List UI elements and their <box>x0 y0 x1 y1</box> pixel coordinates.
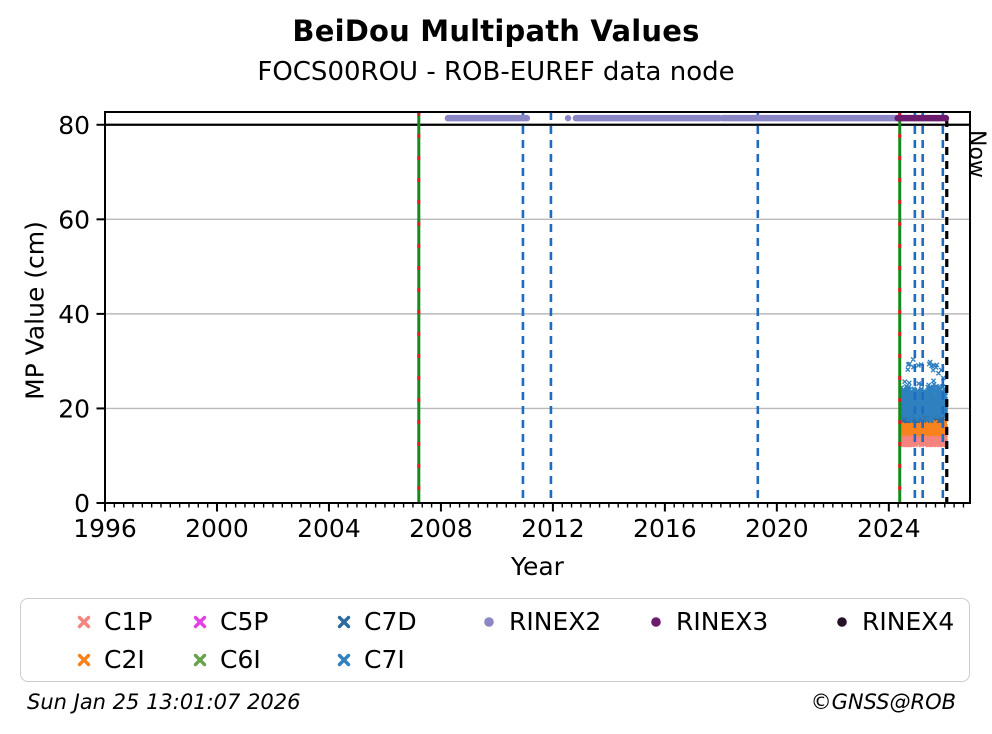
plot-area: Now 1996 2000 2004 2008 2012 2016 2020 2024 0 20 40… <box>58 111 989 543</box>
circle-marker-icon <box>484 616 494 627</box>
track-RINEX2-dot0 <box>564 114 572 122</box>
legend-label: C1P <box>104 607 153 636</box>
y-tick-label-20: 20 <box>58 394 90 423</box>
legend-item-C1P: C1P <box>76 607 152 636</box>
scatter-C7I <box>898 356 949 423</box>
y-tick-label-0: 0 <box>74 489 90 518</box>
x-tick-label-1996: 1996 <box>73 514 137 543</box>
legend-label: C7D <box>364 607 417 636</box>
chart-title: BeiDou Multipath Values <box>292 14 700 48</box>
circle-marker-icon <box>837 616 847 627</box>
now-label: Now <box>964 130 989 178</box>
circle-marker-icon <box>651 616 661 627</box>
legend-label: C5P <box>220 607 269 636</box>
x-tick-label-2016: 2016 <box>633 514 697 543</box>
legend-item-C7I: C7I <box>336 645 405 674</box>
x-tick-label-2000: 2000 <box>185 514 249 543</box>
legend-label: C6I <box>220 645 261 674</box>
legend-item-C5P: C5P <box>192 607 268 636</box>
x-tick-label-2020: 2020 <box>745 514 809 543</box>
y-tick-label-60: 60 <box>58 205 90 234</box>
timestamp: Sun Jan 25 13:01:07 2026 <box>27 690 301 714</box>
x-tick-label-2024: 2024 <box>857 514 921 543</box>
x-marker-icon <box>193 615 207 628</box>
legend-label: C2I <box>104 645 145 674</box>
legend-item-C7D: C7D <box>336 607 417 636</box>
legend-item-C6I: C6I <box>192 645 261 674</box>
legend-label: RINEX3 <box>676 607 769 636</box>
credit: ©GNSS@ROB <box>810 690 956 714</box>
y-tick-label-40: 40 <box>58 300 90 329</box>
legend-item-RINEX4: RINEX4 <box>834 607 954 636</box>
x-marker-icon <box>193 653 207 666</box>
x-tick-label-2012: 2012 <box>521 514 585 543</box>
legend-item-RINEX3: RINEX3 <box>648 607 768 636</box>
chart-subtitle: FOCS00ROU - ROB-EUREF data node <box>257 57 735 87</box>
y-tick-label-80: 80 <box>58 111 90 140</box>
x-marker-icon <box>77 615 91 628</box>
x-marker-icon <box>337 653 351 666</box>
x-tick-label-2008: 2008 <box>409 514 473 543</box>
x-axis-label: Year <box>511 552 564 581</box>
legend-label: C7I <box>364 645 405 674</box>
x-marker-icon <box>77 653 91 666</box>
plot-frame <box>104 111 971 504</box>
legend: C1P C5P C7D RINEX2 RINEX3 RINEX4 C2I C6I C7I <box>20 598 970 682</box>
x-marker-icon <box>337 615 351 628</box>
legend-label: RINEX4 <box>862 607 955 636</box>
legend-item-RINEX2: RINEX2 <box>481 607 601 636</box>
legend-item-C2I: C2I <box>76 645 145 674</box>
legend-label: RINEX2 <box>509 607 602 636</box>
x-tick-label-2004: 2004 <box>297 514 361 543</box>
